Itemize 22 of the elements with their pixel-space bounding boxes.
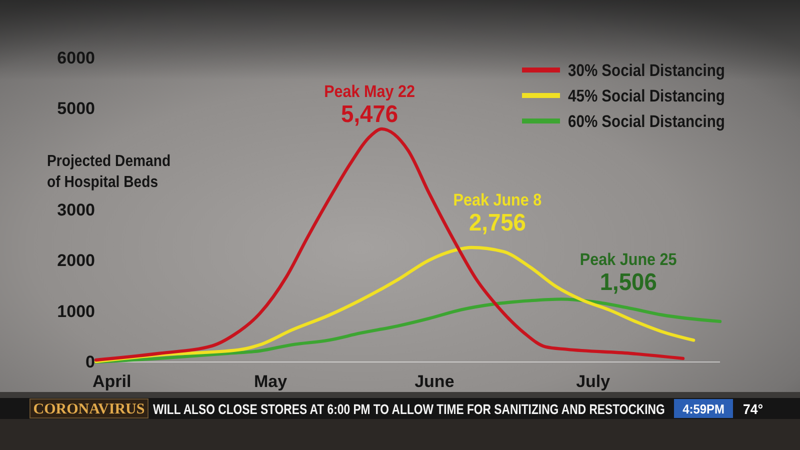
line-series [94, 298, 722, 364]
y-axis-title: Projected Demand of Hospital Beds [47, 152, 171, 192]
annotation: Peak May 22 5,476 [324, 82, 416, 128]
x-tick-label: July [576, 372, 611, 392]
text: 4:59PM [682, 402, 724, 417]
y-tick-label: 5000 [57, 99, 95, 118]
y-tick-label: 6000 [57, 48, 95, 68]
legend-label: 30% Social Distancing [568, 62, 725, 80]
y-tick-label: 0 [86, 352, 95, 372]
text: 74° [742, 402, 764, 418]
annotation: Peak June 25 1,506 [580, 250, 677, 296]
x-tick-label: June [414, 372, 454, 392]
text: CORONAVIRUS [33, 402, 145, 418]
annotation: Peak June 8 2,756 [453, 190, 542, 236]
legend-label: 45% Social Distancing [568, 88, 725, 106]
text: WILL ALSO CLOSE STORES AT 6:00 PM TO ALLOW TIME FOR SANITIZING AND RESTOCKING [153, 400, 665, 418]
x-tick-label: May [254, 372, 288, 392]
x-tick-label: April [92, 372, 132, 392]
legend-label: 60% Social Distancing [568, 113, 725, 132]
y-tick-label: 3000 [57, 200, 95, 220]
y-tick-label: 2000 [57, 251, 95, 270]
y-tick-label: 1000 [57, 302, 95, 321]
